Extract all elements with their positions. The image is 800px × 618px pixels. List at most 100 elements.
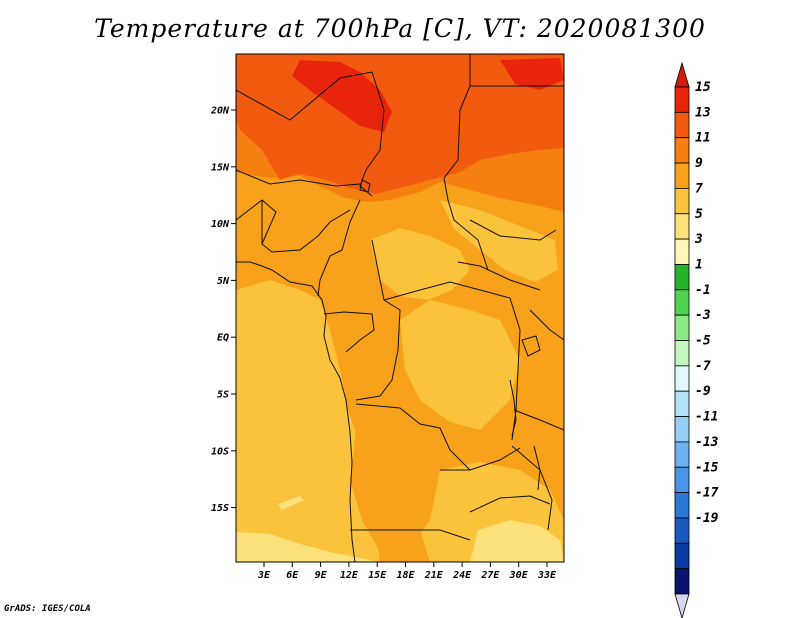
border-west-africa: [236, 199, 351, 253]
border-libya-niger: [365, 71, 385, 171]
colorbar-swatch: [674, 314, 690, 341]
lon-tick-label: 12E: [340, 570, 359, 581]
lat-tick-label: 5S: [217, 390, 229, 401]
band-9-angola: [350, 420, 440, 552]
colorbar-swatch: [674, 111, 690, 139]
band-7-congo: [400, 300, 520, 430]
band-5-southeast: [470, 520, 564, 562]
colorbar-swatch: [674, 289, 690, 316]
colorbar-swatch: [674, 365, 690, 392]
colorbar-label: -13: [695, 435, 719, 450]
colorbar-label: -11: [695, 410, 718, 425]
colorbar-swatch: [674, 187, 690, 215]
colorbar-label: 15: [695, 80, 711, 95]
colorbar-over-triangle: [674, 61, 690, 88]
lat-tick-label: 15S: [211, 503, 229, 514]
colorbar-swatch: [674, 137, 690, 164]
lon-tick-label: 18E: [396, 570, 415, 581]
colorbar-label: 11: [695, 131, 711, 146]
colorbar: 15 13 11 9 7 5 3 1 -1 -3 -5 -7 -9 -11 -13 -15 -17 -19: [674, 61, 719, 618]
colorbar-label: 7: [695, 181, 703, 196]
lon-tick-label: 15E: [368, 570, 387, 581]
lon-tick-label: 27E: [480, 570, 500, 581]
lon-tick-label: 33E: [537, 570, 557, 581]
border-cameroon-car: [371, 239, 401, 311]
lon-tick-label: 6E: [286, 570, 299, 581]
border-niger-chad: [359, 169, 373, 197]
latitude-axis: 20N 15N 10N 5N EQ 5S 10S 15S: [210, 106, 236, 514]
border-chad-sudan: [443, 109, 489, 271]
colorbar-label: -19: [695, 511, 719, 526]
border-mozambique: [511, 445, 553, 531]
colorbar-swatch: [674, 340, 690, 367]
colorbar-swatch: [674, 390, 690, 417]
colorbar-swatch: [674, 416, 690, 443]
grads-credit: GrADS: IGES/COLA: [4, 604, 91, 614]
lat-tick-label: 20N: [210, 106, 230, 117]
lon-tick-label: 9E: [315, 570, 328, 581]
border-nigeria-niger: [236, 169, 361, 187]
border-south-sudan: [457, 261, 541, 291]
lon-tick-label: 21E: [424, 570, 444, 581]
border-zambia: [440, 447, 521, 471]
colorbar-label: 3: [694, 232, 703, 247]
country-borders: [236, 54, 564, 562]
border-kenya: [529, 309, 564, 341]
lake-malawi: [533, 445, 541, 491]
chart-title: Temperature at 700hPa [C], VT: 202008130…: [94, 14, 706, 43]
band-5-streak: [278, 496, 304, 510]
colorbar-label: 5: [695, 207, 703, 222]
lat-tick-label: 5N: [217, 276, 230, 287]
colorbar-swatch: [674, 238, 690, 265]
band-7-central: [370, 228, 470, 300]
colorbar-label: 1: [695, 257, 703, 272]
colorbar-swatch: [674, 542, 690, 570]
lat-tick-label: 10S: [211, 446, 229, 457]
border-drc-angola: [355, 403, 471, 471]
border-congo-drc: [355, 309, 401, 401]
border-angola-namibia: [350, 529, 471, 541]
band-7-south-atlantic: [236, 280, 380, 562]
lon-tick-label: 3E: [257, 570, 271, 581]
border-zimbabwe: [469, 495, 551, 513]
colorbar-swatch: [674, 86, 690, 113]
colorbar-swatch: [674, 162, 690, 189]
colorbar-label: -1: [695, 283, 711, 298]
colorbar-swatch: [674, 213, 690, 240]
map-frame: [235, 53, 565, 563]
colorbar-label: 13: [695, 105, 711, 120]
band-5-southwest: [236, 532, 380, 562]
colorbar-swatch: [674, 568, 690, 595]
longitude-axis: 3E 6E 9E 12E 15E 18E 21E 24E 27E 30E 33E: [257, 562, 557, 581]
colorbar-swatch: [674, 264, 690, 291]
coastline-west: [236, 261, 356, 562]
lake-tanganyika: [509, 379, 517, 437]
lat-tick-label: 10N: [211, 219, 230, 230]
border-car-congo: [383, 281, 511, 301]
lon-tick-label: 30E: [509, 570, 529, 581]
band-15-core: [292, 60, 392, 132]
border-horn: [469, 219, 557, 241]
border-nigeria-cameroon: [317, 199, 361, 297]
band-15-east: [500, 58, 564, 90]
colorbar-swatch: [674, 517, 690, 544]
lat-tick-label: EQ: [217, 333, 229, 344]
lat-tick-label: 15N: [211, 162, 230, 173]
border-gabon: [323, 311, 375, 353]
colorbar-under-triangle: [674, 593, 690, 618]
colorbar-label: -5: [695, 334, 711, 349]
colorbar-swatch: [674, 492, 690, 519]
colorbar-label: -9: [695, 384, 711, 399]
band-7-east: [440, 200, 558, 282]
colorbar-swatch: [674, 441, 690, 468]
lon-tick-label: 24E: [452, 570, 472, 581]
colorbar-label: -15: [695, 460, 719, 475]
colorbar-label: -3: [695, 308, 711, 323]
border-tanzania: [513, 409, 564, 431]
border-drc-east: [509, 297, 521, 441]
colorbar-label: -17: [695, 486, 719, 501]
colorbar-label: -7: [695, 359, 711, 374]
lake-chad: [359, 179, 371, 193]
border-algeria-niger: [236, 71, 373, 121]
temperature-field: [236, 54, 564, 562]
